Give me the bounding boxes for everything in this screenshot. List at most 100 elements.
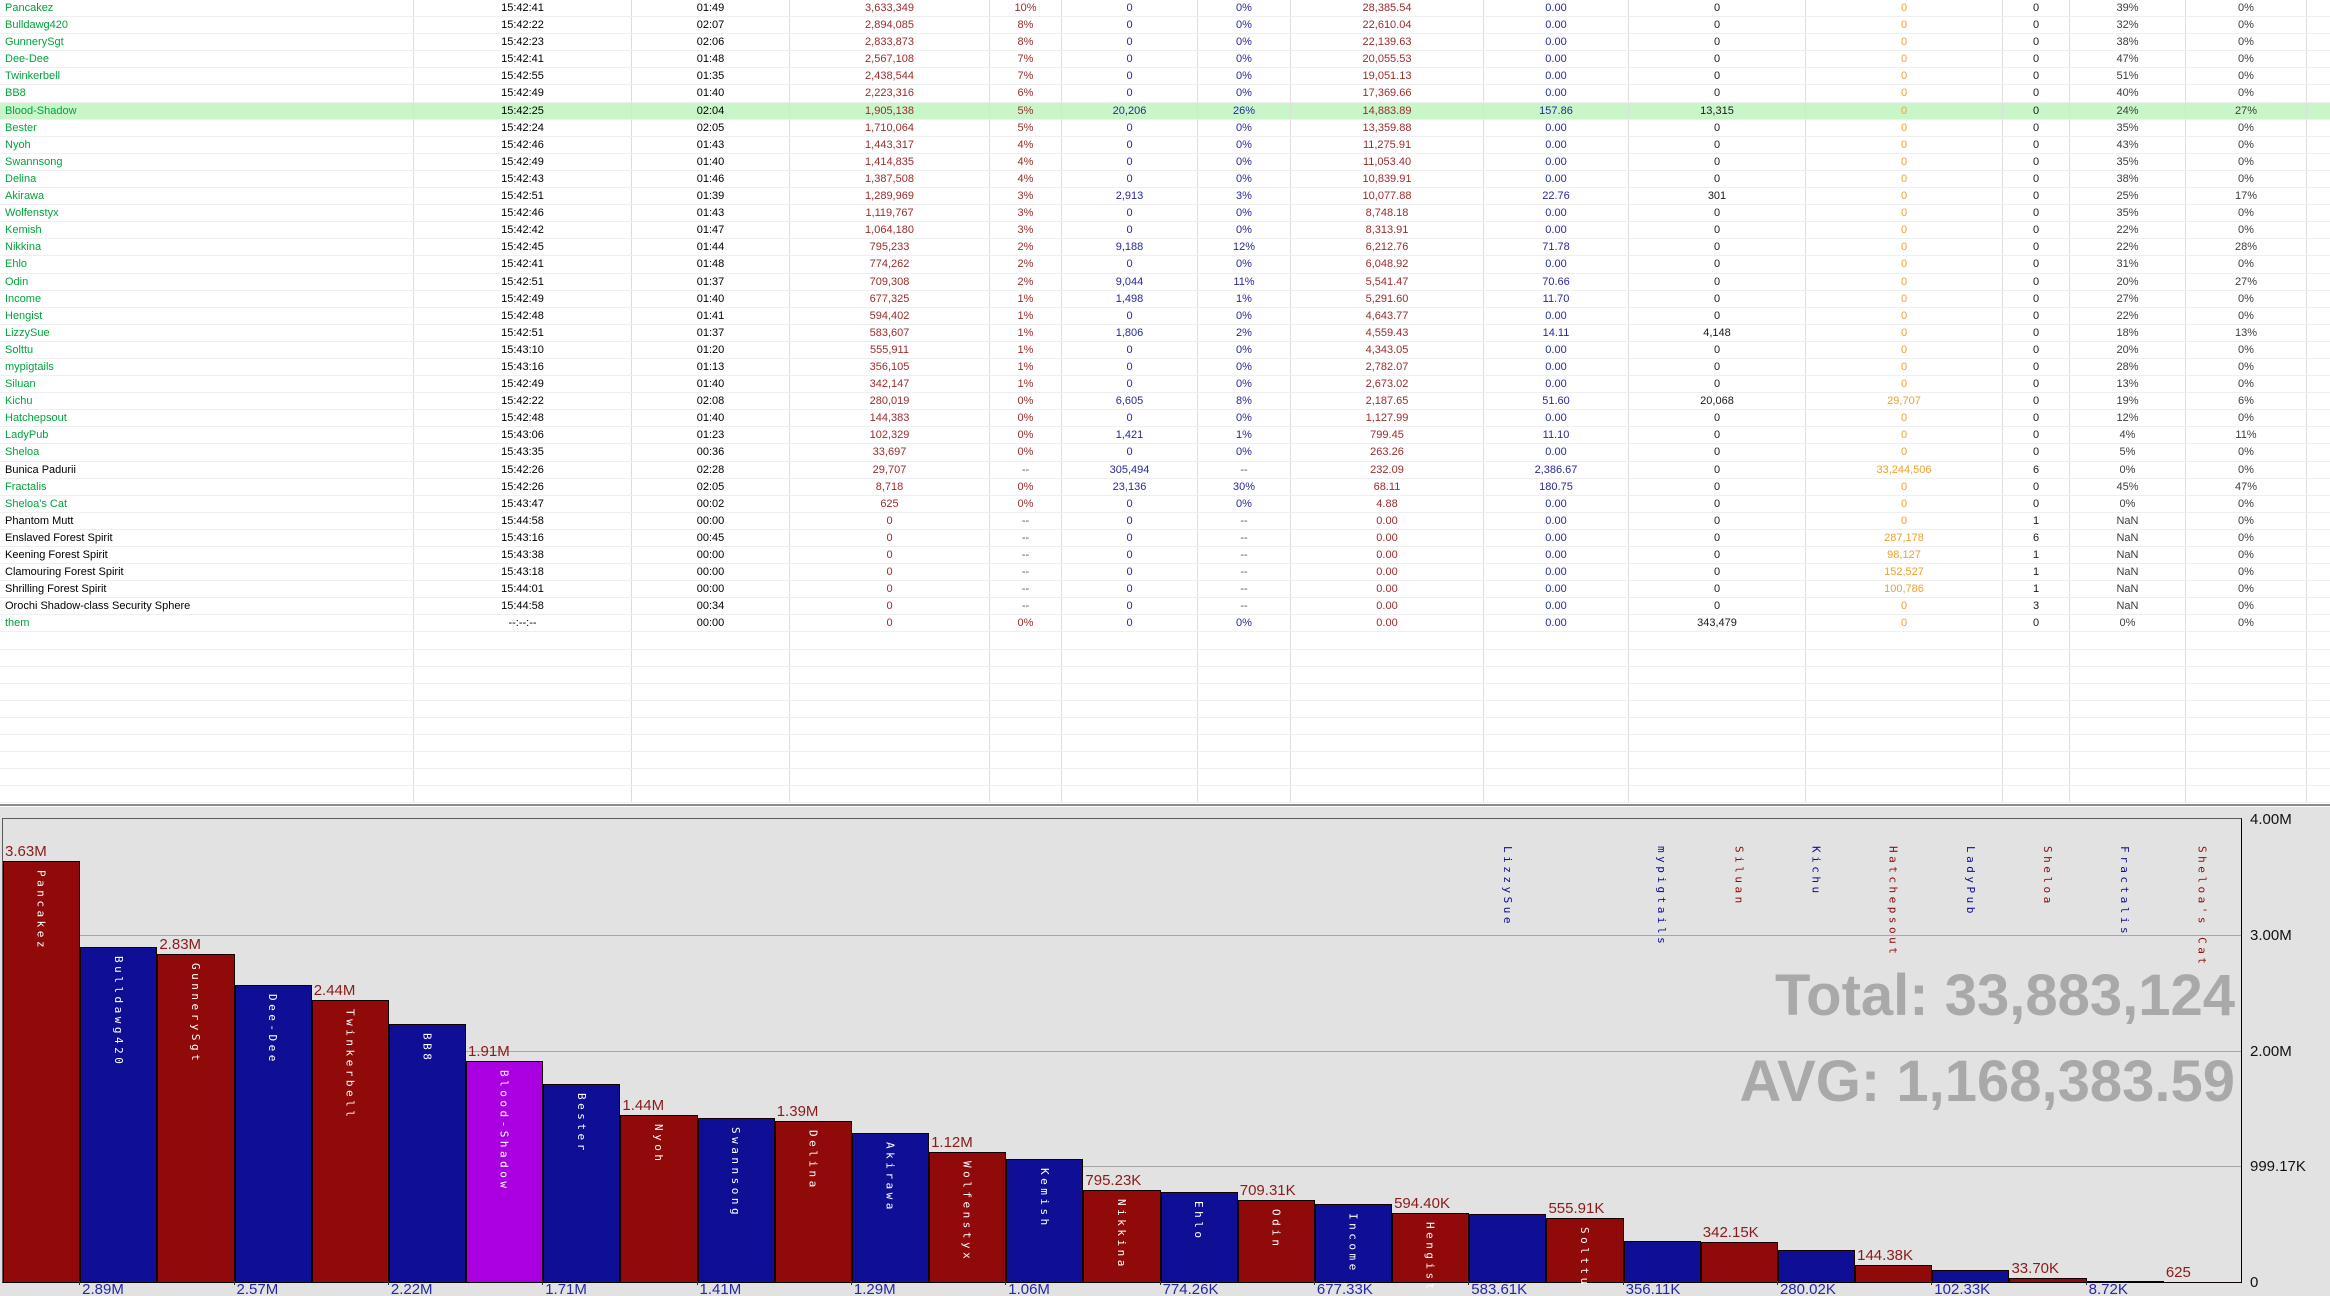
table-row[interactable]: Blood-Shadow 15:42:25 02:04 1,905,138 5% 20,2…	[0, 102, 2330, 120]
table-row[interactable]: LizzySue 15:42:51 01:37 583,607 1% 1,806 2% 4,5…	[0, 324, 2330, 342]
table-row[interactable]: BB8 15:42:49 01:40 2,223,316 6% 0 0% 17,369.66 0…	[0, 85, 2330, 103]
cell-damage-pct: 0%	[990, 444, 1062, 461]
cell-duration: 00:00	[632, 547, 790, 564]
table-row[interactable]: Orochi Shadow-class Security Sphere 15:44…	[0, 598, 2330, 616]
cell-damage-pct: --	[990, 547, 1062, 564]
damage-bar[interactable]	[1777, 1250, 1856, 1282]
table-row[interactable]: Hatchepsout 15:42:48 01:40 144,383 0% 0 0% 1,12…	[0, 410, 2330, 428]
cell-heal	[1062, 649, 1198, 666]
cell-value-col-12: 0	[2003, 615, 2070, 632]
damage-bar[interactable]	[620, 1115, 698, 1282]
damage-bar[interactable]	[2163, 1282, 2241, 1283]
cell-dps: 2,673.02	[1291, 376, 1484, 393]
damage-bar[interactable]	[1700, 1242, 1778, 1282]
table-row[interactable]: Keening Forest Spirit 15:43:38 00:00 0 -- 0 --…	[0, 547, 2330, 565]
table-row[interactable]: Phantom Mutt 15:44:58 00:00 0 -- 0 -- 0.00 0.00 0…	[0, 512, 2330, 530]
cell-value-col-11: 100,786	[1806, 581, 2003, 598]
cell-hps	[1484, 666, 1629, 683]
table-row[interactable]: Akirawa 15:42:51 01:39 1,289,969 3% 2,913 3% 10…	[0, 188, 2330, 206]
cell-name: Blood-Shadow	[0, 102, 414, 119]
damage-bar[interactable]	[2086, 1281, 2164, 1282]
table-row[interactable]: Fractalis 15:42:26 02:05 8,718 0% 23,136 30% 68…	[0, 478, 2330, 496]
bar-combatant-name: mypigtails	[1655, 846, 1669, 948]
table-row[interactable]: Swannsong 15:42:49 01:40 1,414,835 4% 0 0% 11,0…	[0, 153, 2330, 171]
damage-bar[interactable]	[1546, 1218, 1624, 1282]
table-row[interactable]: them --:--:-- 00:00 0 0% 0 0% 0.00 0.00 343,479 0 0…	[0, 615, 2330, 633]
table-row[interactable]: Nikkina 15:42:45 01:44 795,233 2% 9,188 12% 6,2…	[0, 239, 2330, 257]
cell-heal-pct: --	[1198, 581, 1291, 598]
table-row[interactable]: LadyPub 15:43:06 01:23 102,329 0% 1,421 1% 799.…	[0, 427, 2330, 445]
table-row	[0, 683, 2330, 701]
damage-bar[interactable]	[929, 1152, 1007, 1282]
table-row[interactable]: Bunica Padurii 15:42:26 02:28 29,707 -- 305,4…	[0, 461, 2330, 479]
cell-damage: 1,710,064	[790, 119, 990, 136]
table-row[interactable]: Shrilling Forest Spirit 15:44:01 00:00 0 -- 0…	[0, 581, 2330, 599]
damage-bar[interactable]	[1160, 1192, 1238, 1282]
cell-value-col-10: 0	[1629, 68, 1806, 85]
table-row[interactable]: Kemish 15:42:42 01:47 1,064,180 3% 0 0% 8,313.9…	[0, 222, 2330, 240]
cell-heal: 0	[1062, 581, 1198, 598]
table-row[interactable]: Twinkerbell 15:42:55 01:35 2,438,544 7% 0 0% 19…	[0, 68, 2330, 86]
cell-hps	[1484, 683, 1629, 700]
damage-bar[interactable]	[234, 985, 312, 1282]
damage-bar[interactable]	[1314, 1204, 1393, 1282]
table-row[interactable]: Siluan 15:42:49 01:40 342,147 1% 0 0% 2,673.02 0…	[0, 376, 2330, 394]
damage-bar[interactable]	[311, 1000, 389, 1282]
damage-bar[interactable]	[774, 1121, 852, 1282]
cell-name: Kichu	[0, 393, 414, 410]
cell-duration	[632, 752, 790, 769]
damage-bar[interactable]	[697, 1118, 775, 1282]
cell-damage: 1,387,508	[790, 170, 990, 188]
cell-start-time: 15:42:41	[414, 0, 632, 17]
damage-bar[interactable]	[1083, 1190, 1161, 1282]
cell-start-time: 15:43:06	[414, 427, 632, 444]
damage-bar[interactable]	[851, 1133, 930, 1282]
table-row[interactable]: Nyoh 15:42:46 01:43 1,443,317 4% 0 0% 11,275.91…	[0, 136, 2330, 154]
cell-heal-pct: 1%	[1198, 290, 1291, 307]
table-row[interactable]: Bester 15:42:24 02:05 1,710,064 5% 0 0% 13,359.…	[0, 119, 2330, 137]
damage-bar[interactable]	[3, 861, 81, 1282]
cell-value-col-10: 0	[1629, 273, 1806, 290]
bar-value-label: 2.57M	[236, 1281, 279, 1296]
combatant-table: Pancakez 15:42:41 01:49 3,633,349 10% 0 0% 28,3…	[0, 0, 2330, 804]
cell-duration: 01:40	[632, 290, 790, 307]
cell-pct-col-13: 35%	[2070, 119, 2186, 136]
cell-damage-pct: 1%	[990, 307, 1062, 324]
table-row[interactable]: Enslaved Forest Spirit 15:43:16 00:45 0 -- 0-…	[0, 529, 2330, 547]
damage-bar[interactable]	[1623, 1241, 1701, 1282]
table-row[interactable]: Delina 15:42:43 01:46 1,387,508 4% 0 0% 10,839.…	[0, 170, 2330, 189]
table-row[interactable]: Sheloa's Cat 15:43:47 00:02 625 0% 0 0% 4.88 0.0…	[0, 495, 2330, 513]
damage-bar[interactable]	[466, 1061, 544, 1282]
damage-bar[interactable]	[1392, 1213, 1470, 1282]
table-row[interactable]: Income 15:42:49 01:40 677,325 1% 1,498 1% 5,291…	[0, 290, 2330, 308]
table-row[interactable]: Wolfenstyx 15:42:46 01:43 1,119,767 3% 0 0% 8,7…	[0, 205, 2330, 223]
table-row[interactable]: Kichu 15:42:22 02:08 280,019 0% 6,605 8% 2,187.…	[0, 393, 2330, 411]
cell-start-time: 15:42:22	[414, 17, 632, 34]
damage-bar[interactable]	[1469, 1214, 1547, 1282]
cell-duration	[632, 700, 790, 717]
table-row[interactable]: Bulldawg420 15:42:22 02:07 2,894,085 8% 0 0% 22…	[0, 17, 2330, 35]
cell-value-col-12: 0	[2003, 290, 2070, 307]
damage-bar[interactable]	[80, 947, 158, 1282]
table-row[interactable]: Ehlo 15:42:41 01:48 774,262 2% 0 0% 6,048.92 0.0…	[0, 256, 2330, 274]
damage-bar[interactable]	[1855, 1265, 1933, 1282]
cell-damage: 625	[790, 495, 990, 512]
damage-bar[interactable]	[388, 1024, 467, 1282]
table-row[interactable]: Odin 15:42:51 01:37 709,308 2% 9,044 11% 5,541.…	[0, 273, 2330, 291]
cell-value-col-12: 0	[2003, 17, 2070, 34]
table-row[interactable]: Hengist 15:42:48 01:41 594,402 1% 0 0% 4,643.77…	[0, 307, 2330, 325]
damage-bar[interactable]	[1006, 1159, 1084, 1282]
table-row[interactable]: Dee-Dee 15:42:41 01:48 2,567,108 7% 0 0% 20,055…	[0, 51, 2330, 69]
table-row[interactable]: GunnerySgt 15:42:23 02:06 2,833,873 8% 0 0% 22,…	[0, 34, 2330, 52]
damage-bar[interactable]	[2009, 1278, 2087, 1282]
cell-name: Twinkerbell	[0, 68, 414, 85]
table-row[interactable]: Solttu 15:43:10 01:20 555,911 1% 0 0% 4,343.05 0…	[0, 341, 2330, 359]
damage-bar[interactable]	[157, 954, 235, 1282]
table-row[interactable]: Pancakez 15:42:41 01:49 3,633,349 10% 0 0% 28,3…	[0, 0, 2330, 18]
damage-bar[interactable]	[1237, 1200, 1315, 1282]
table-row[interactable]: mypigtails 15:43:16 01:13 356,105 1% 0 0% 2,782…	[0, 358, 2330, 377]
damage-bar[interactable]	[543, 1084, 621, 1282]
table-row[interactable]: Clamouring Forest Spirit 15:43:18 00:00 0 --…	[0, 564, 2330, 582]
damage-bar[interactable]	[1932, 1270, 2010, 1282]
table-row[interactable]: Sheloa 15:43:35 00:36 33,697 0% 0 0% 263.26 0.00…	[0, 444, 2330, 462]
